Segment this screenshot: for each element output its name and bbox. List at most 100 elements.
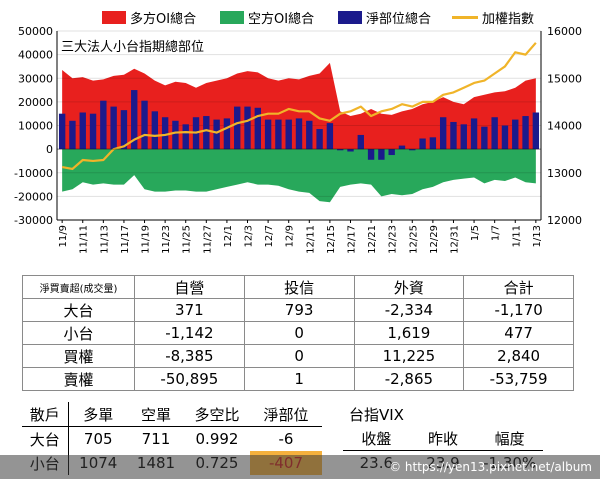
net-table-header-row: 淨買賣超(成交量) 自營 投信 外資 合計 [22,275,574,299]
x-tick-label: 12/1 [223,225,234,247]
retail-header-cell: 散戶 [22,402,69,427]
x-tick-label: 1/11 [511,225,522,247]
net-bar [460,124,467,150]
net-table-header-cell: 外資 [353,275,465,299]
x-tick-label: 11/13 [99,225,110,254]
left-tick-label: -10000 [14,167,53,180]
legend-item-short-oi: 空方OI總合 [220,8,314,27]
table-cell: -53,759 [463,367,574,391]
net-bar [234,106,241,150]
table-cell: 371 [134,298,245,322]
net-bar [409,149,416,151]
net-bar [254,107,262,150]
legend-item-long-oi: 多方OI總合 [102,8,196,27]
net-bar [388,149,395,156]
x-tick-label: 12/23 [388,225,399,254]
table-cell: 0.725 [195,454,239,472]
retail-header-row: 散戶 多單 空單 多空比 淨部位 [22,402,322,427]
legend-swatch-long-oi [102,10,126,24]
table-cell: -6 [278,430,294,448]
row-label: 買權 [22,344,135,368]
retail-header-cell: 多空比 [194,405,240,424]
vix-header-row: 收盤 昨收 幅度 [343,426,543,451]
table-row: 小台 -1,142 0 1,619 477 [22,321,574,345]
net-bar [367,149,375,160]
watermark-text: © https://yen13.pixnet.net/album [389,460,592,474]
table-cell: -2,865 [353,367,465,391]
net-bar [512,119,519,150]
left-tick-label: 10000 [18,120,53,133]
retail-header-cell: 空單 [140,405,171,424]
net-bar [357,134,364,150]
table-cell: 11,225 [353,344,465,368]
left-tick-label: 50000 [18,25,53,38]
net-bar [316,129,323,150]
table-cell: 1481 [136,454,176,472]
x-tick-label: 12/9 [285,225,296,247]
net-bar [264,119,272,150]
table-cell: 2,840 [463,344,574,368]
net-bar [120,110,128,150]
x-tick-label: 12/3 [244,225,255,247]
short-oi-area [62,149,536,203]
net-bar [151,111,159,150]
row-label: 小台 [22,451,69,475]
table-cell: 0.992 [195,430,239,448]
net-table-header-cell: 自營 [134,275,245,299]
x-tick-label: 12/31 [449,225,460,254]
net-bar [491,117,498,150]
table-cell: -8,385 [134,344,245,368]
x-tick-label: 12/11 [305,225,316,254]
net-bar [439,117,447,150]
net-bar [79,112,86,150]
legend-item-index: 加權指數 [452,8,535,27]
left-tick-label: 30000 [18,72,53,85]
right-tick-label: 16000 [547,25,582,38]
net-bar [295,118,303,150]
table-row: 大台 371 793 -2,334 -1,170 [22,298,574,322]
net-bar [223,118,231,150]
right-tick-label: 15000 [547,72,582,85]
vix-title: 台指VIX [349,406,404,424]
net-bar [275,119,282,150]
legend-label-index: 加權指數 [482,11,535,27]
x-tick-label: 12/7 [264,225,275,247]
net-bar [481,126,488,150]
net-bar [378,149,385,160]
x-tick-label: 12/15 [326,225,337,254]
vix-header-cell: 昨收 [427,429,458,448]
right-tick-label: 14000 [547,120,582,133]
highlighted-net-cell: -407 [250,451,322,475]
chart-title: 三大法人小台指期總部位 [61,39,204,55]
x-tick-label: 11/11 [79,225,90,254]
net-bar [326,123,334,150]
table-row: 大台 705 711 0.992 -6 [22,426,322,451]
table-cell: 477 [463,321,574,345]
table-row: 買權 -8,385 0 11,225 2,840 [22,344,574,368]
net-bar [172,120,179,150]
legend-swatch-short-oi [220,10,244,24]
retail-positions-table: 散戶 多單 空單 多空比 淨部位 大台 705 711 0.992 -6 小台 … [22,402,322,475]
net-bar [470,118,478,150]
table-cell: 1,619 [353,321,465,345]
table-cell: 1074 [79,454,118,472]
table-cell: 711 [141,430,171,448]
table-cell: 705 [83,430,113,448]
table-row: 小台 1074 1481 0.725 -407 [22,451,322,475]
chart: 50000 40000 30000 20000 10000 0 -10000 -20000 -3… [14,25,582,254]
table-cell: -1,142 [134,321,245,345]
left-tick-label: -30000 [14,214,53,227]
net-bar [522,116,529,150]
net-bar [285,119,292,150]
net-bar [69,120,76,150]
legend-swatch-index [452,15,478,19]
net-bar [182,124,189,150]
net-bar [131,90,138,150]
vix-header-cell: 收盤 [361,429,392,448]
net-buy-sell-table: 淨買賣超(成交量) 自營 投信 外資 合計 大台 371 793 -2,334 … [22,275,574,391]
legend-swatch-net [338,10,362,24]
net-bar [244,106,251,150]
legend-label-net: 淨部位總合 [366,11,432,27]
x-tick-label: 1/13 [532,225,543,247]
left-tick-label: 0 [46,143,53,156]
